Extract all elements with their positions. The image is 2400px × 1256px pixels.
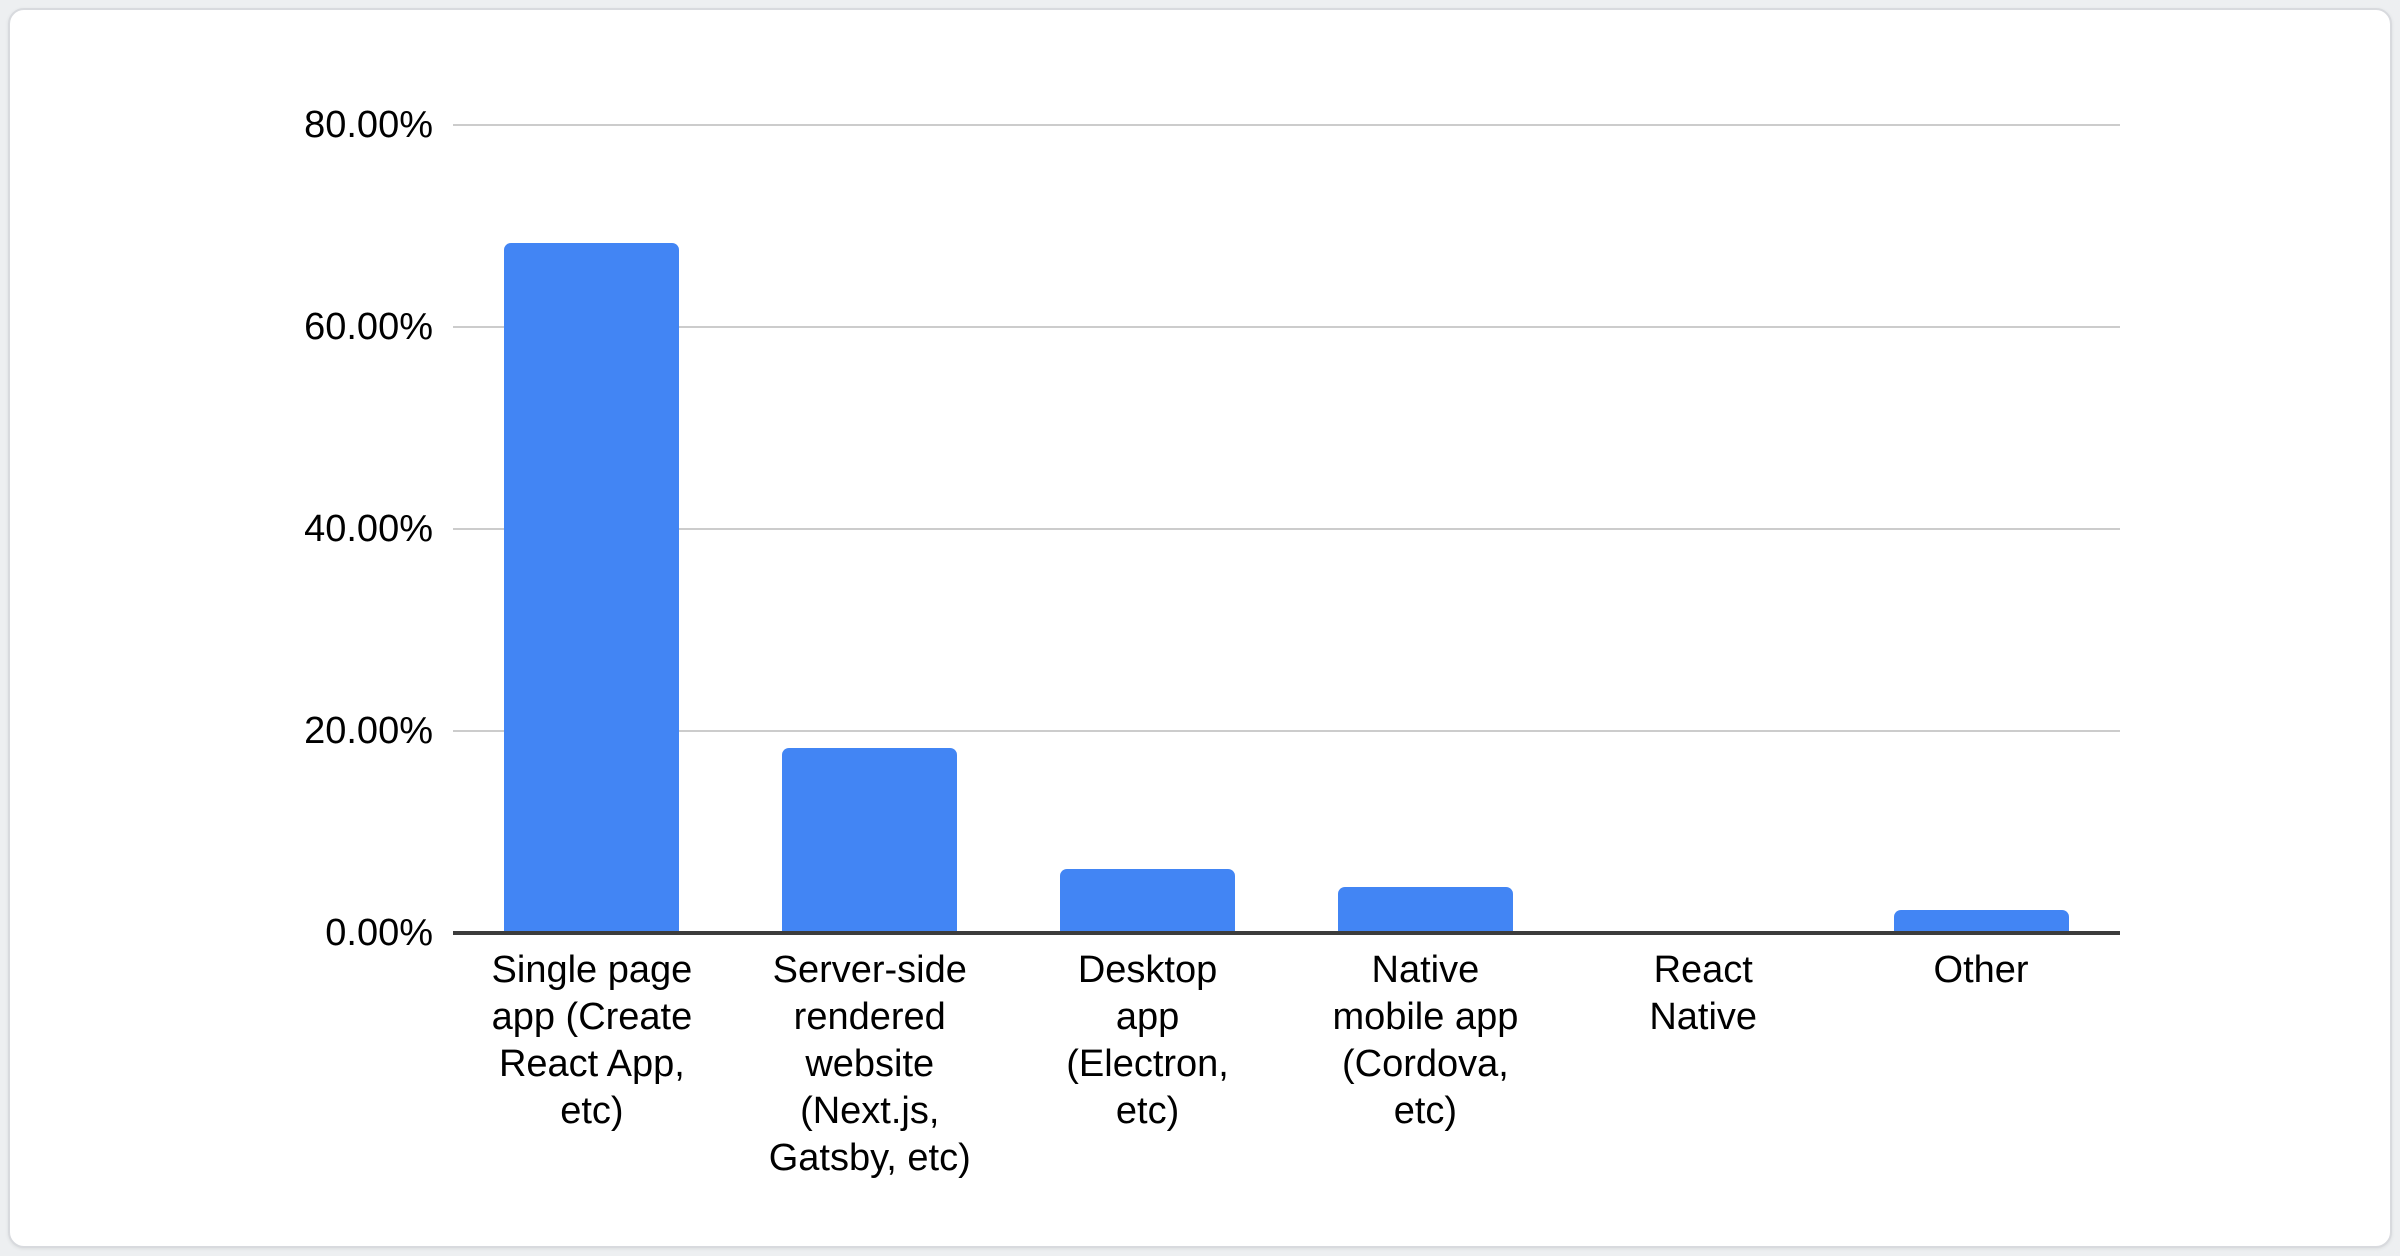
bar-1[interactable] xyxy=(782,748,958,933)
bar-3[interactable] xyxy=(1337,886,1513,933)
x-axis-labels: Single page app (Create React App, etc) S… xyxy=(453,947,2120,1182)
bar-slot xyxy=(1009,125,1287,933)
gridline xyxy=(453,730,2120,732)
bar-5[interactable] xyxy=(1893,909,2069,933)
bar-slot xyxy=(1286,125,1564,933)
chart-card: 0.00% 20.00% 40.00% 60.00% 80.00% Single pag… xyxy=(8,8,2392,1248)
bar-slot xyxy=(453,125,731,933)
y-tick-label: 80.00% xyxy=(304,103,433,146)
x-tick-label-1: Server-side rendered website (Next.js, G… xyxy=(768,949,971,1179)
x-tick-label-5: Other xyxy=(1933,949,2029,991)
gridline xyxy=(453,528,2120,530)
y-tick-label: 20.00% xyxy=(304,709,433,752)
bar-slot xyxy=(1842,125,2120,933)
y-tick-label: 0.00% xyxy=(325,911,433,954)
x-tick-label-4: React Native xyxy=(1649,949,1758,1038)
bar-0[interactable] xyxy=(504,243,680,933)
x-tick-label-0: Single page app (Create React App, etc) xyxy=(491,949,693,1132)
x-tick-label-2: Desktop app (Electron, etc) xyxy=(1066,949,1229,1132)
gridline xyxy=(453,124,2120,126)
bars-container xyxy=(453,125,2120,933)
y-tick-label: 60.00% xyxy=(304,305,433,348)
plot-area xyxy=(453,124,2120,935)
bar-slot xyxy=(1564,125,1842,933)
y-axis: 0.00% 20.00% 40.00% 60.00% 80.00% xyxy=(10,10,433,1246)
bar-slot xyxy=(731,125,1009,933)
bar-chart: 0.00% 20.00% 40.00% 60.00% 80.00% Single pag… xyxy=(10,10,2390,1246)
y-tick-label: 40.00% xyxy=(304,507,433,550)
gridline xyxy=(453,326,2120,328)
x-tick-label-3: Native mobile app (Cordova, etc) xyxy=(1332,949,1519,1132)
x-axis-line xyxy=(453,931,2120,935)
bar-2[interactable] xyxy=(1060,869,1236,933)
